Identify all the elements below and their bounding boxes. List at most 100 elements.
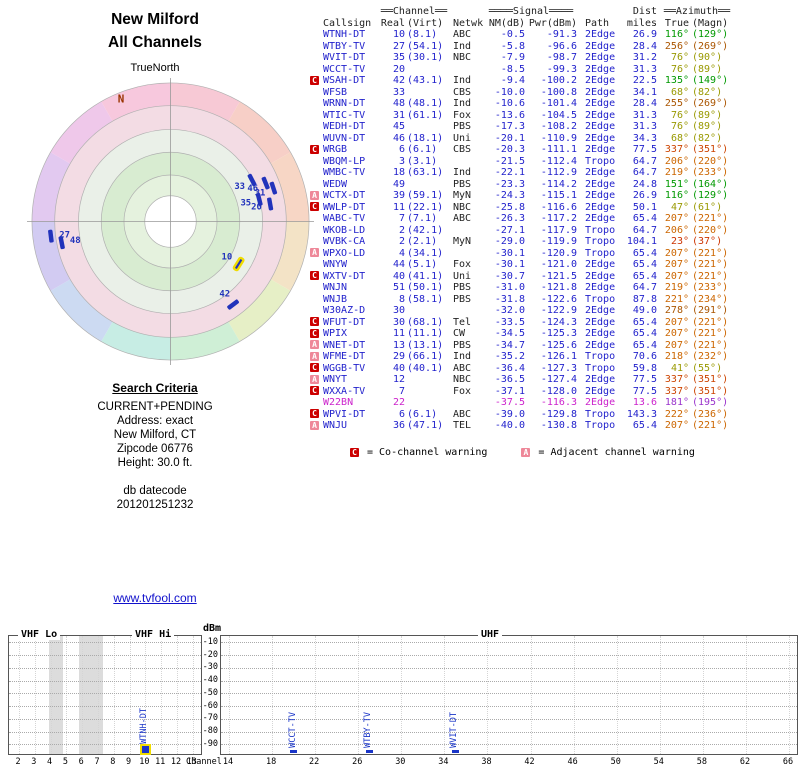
y-axis-tick-label: -10 [202,636,218,647]
cell-miles: 59.8 [632,362,657,374]
channel-table-header: ══Channel══ ════Signal════ Dist ══Azimut… [310,6,737,29]
gridline-vertical [789,636,791,754]
cell-pwr: -119.9 [540,236,577,247]
cell-nm: -20.1 [494,132,525,144]
cell-path: 2Edge [585,63,616,75]
cell-path: 2Edge [585,86,616,98]
table-row: WUVN-DT 46 (18.1) Uni -20.1 -110.9 2Edge 34.3 68… [310,133,737,145]
table-row: A WFME-DT 29 (66.1) Ind -35.2 -126.1 Tropo 70.6 2… [310,351,737,363]
search-criteria-line: Address: exact [116,415,194,427]
cell-pwr: -98.7 [546,52,577,63]
cell-magn: (55°) [692,362,723,374]
cell-magn: (221°) [692,259,729,270]
cell-nm: -7.9 [500,52,525,63]
cell-magn: (221°) [692,213,729,224]
cell-pwr: -122.6 [540,293,577,305]
gridline-vertical [98,636,99,754]
cell-warning [310,133,323,145]
x-axis-tick-label: 38 [481,757,492,767]
warning-flag: C [310,409,319,418]
header-callsign: Callsign [323,17,372,29]
cell-real: 45 [392,121,405,132]
cell-miles: 31.3 [632,109,657,121]
cell-real: 33 [392,86,405,98]
signal-bar-label: WVIT-DT [449,712,460,748]
cell-netwk: NBC [453,201,472,213]
x-axis-tick-label: 34 [438,757,449,767]
cell-true_az: 337° [664,374,689,385]
cell-warning [310,98,323,110]
adjacent-channel-flag: A [521,447,531,457]
cell-real: 4 [398,247,405,259]
channel-marker-label: 35 [240,199,251,209]
cell-true_az: 207° [664,247,689,259]
cell-warning [310,236,323,248]
cell-pwr: -110.9 [540,132,577,144]
cell-warning [310,397,323,409]
warning-flag: A [310,190,319,200]
cell-virt [405,386,449,398]
cell-magn: (233°) [692,282,729,293]
cell-nm: -39.0 [494,408,525,420]
cell-netwk: PBS [453,121,472,132]
cell-virt: (18.1) [407,132,444,144]
table-row: WVBK-CA 2 (2.1) MyN -29.0 -119.9 Tropo 104.1 23°… [310,236,737,248]
cell-true_az: 219° [664,282,689,293]
table-row: WKOB-LD 2 (42.1) -27.1 -117.9 Tropo 64.7 206° (2… [310,225,737,237]
gridline-horizontal [9,680,201,682]
cell-true_az: 337° [664,385,689,397]
cell-warning: C [310,271,323,283]
cell-magn: (291°) [692,305,729,316]
cell-pwr: -116.6 [540,201,577,213]
section-label-vhf-hi: VHF Hi [132,629,175,640]
channel-marker [255,192,263,206]
channel-marker [58,236,65,250]
cell-path: 2Edge [585,201,616,213]
cell-real: 35 [392,52,405,63]
warning-flag: C [310,328,319,338]
cell-callsign: WKOB-LD [323,224,366,236]
cell-real: 51 [392,282,405,293]
north-indicator: N [118,93,125,106]
cell-netwk: TEL [453,420,472,431]
gridline-vertical [487,636,489,754]
cell-virt: (43.1) [407,75,444,86]
cell-true_az: 218° [664,351,689,362]
cell-true_az: 116° [664,190,689,201]
cell-true_az: 207° [664,420,689,431]
cell-miles: 34.3 [632,132,657,144]
cell-warning: A [310,351,323,363]
x-axis-label: Channel [186,757,222,767]
cell-virt [405,305,449,317]
cell-callsign: WFUT-DT [323,316,366,328]
uhf-chart-panel: WCCT-TV WTBY-TV WVIT-DT [220,635,798,755]
cell-pwr: -115.1 [540,190,577,201]
table-row: WMBC-TV 18 (63.1) Ind -22.1 -112.9 2Edge 64.7 21… [310,167,737,179]
gridline-vertical [66,636,68,754]
cell-callsign: WEDH-DT [323,121,366,132]
cell-pwr: -127.4 [540,374,577,385]
cell-callsign: WCTX-DT [323,190,366,201]
cell-netwk: Uni [453,270,472,282]
table-row: A WPXO-LD 4 (34.1) -30.1 -120.9 Tropo 65.4 207°(… [310,248,737,260]
table-row: WTIC-TV 31 (61.1) Fox -13.6 -104.5 2Edge 31.3 76… [310,110,737,122]
warning-flag: C [310,75,319,85]
x-axis-tick-label: 58 [696,757,707,767]
cell-nm: -35.2 [494,351,525,362]
cell-nm: -21.5 [494,155,525,167]
cell-magn: (82°) [692,132,723,144]
cell-warning: C [310,386,323,398]
x-axis-tick-label: 54 [653,757,664,767]
cell-warning: C [310,202,323,214]
tvfool-link[interactable]: www.tvfool.com [113,591,197,605]
cell-callsign: W22BN [323,397,354,408]
cell-nm: -30.1 [494,247,525,259]
cell-real: 36 [392,420,405,431]
cell-miles: 65.4 [632,339,657,351]
cell-warning [310,87,323,99]
cell-real: 39 [392,190,405,201]
channel-marker [269,181,278,195]
gridline-horizontal [9,706,201,708]
cell-pwr: -100.2 [540,75,577,86]
cell-callsign: WFME-DT [323,351,366,362]
